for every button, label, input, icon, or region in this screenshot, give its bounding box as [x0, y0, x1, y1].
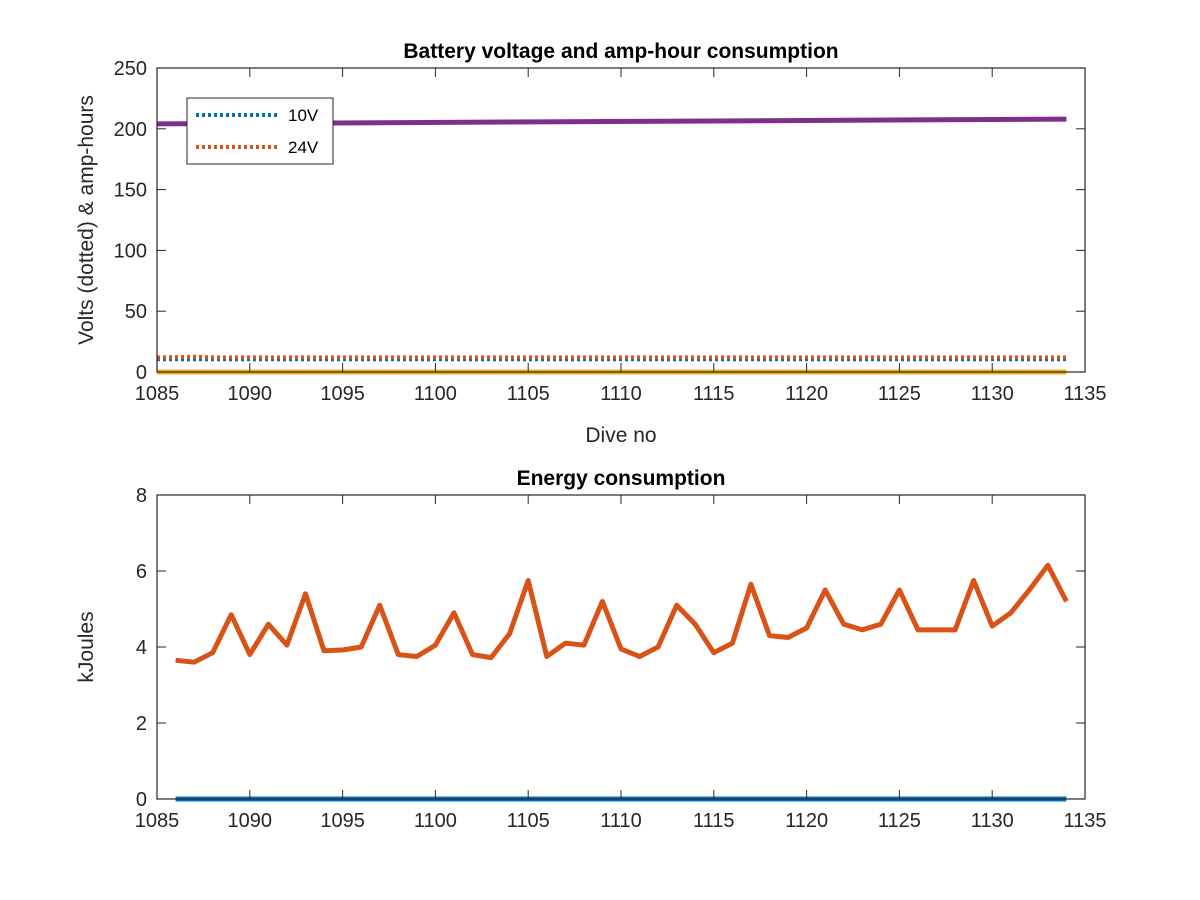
battery-xtick-label: 1115 — [693, 383, 735, 405]
energy-series-line-0 — [175, 562, 1069, 665]
battery-xtick-label: 1105 — [507, 383, 550, 405]
battery-plot-xlabel: Dive no — [585, 424, 656, 447]
battery-plot-legend: 10V 24V — [186, 97, 334, 165]
battery-xtick-label: 1120 — [785, 383, 828, 405]
legend-label-10v: 10V — [288, 106, 319, 125]
battery-ytick-label: 250 — [114, 58, 147, 80]
energy-xtick-label: 1130 — [971, 810, 1014, 832]
energy-xtick-label: 1135 — [1063, 810, 1106, 832]
battery-xtick-label: 1130 — [971, 383, 1014, 405]
battery-series-line-1 — [156, 354, 1067, 360]
battery-ytick-label: 150 — [114, 180, 147, 202]
energy-ytick-label: 2 — [136, 713, 147, 735]
energy-xtick-label: 1100 — [414, 810, 457, 832]
battery-xtick-label: 1100 — [414, 383, 457, 405]
legend-label-24v: 24V — [288, 138, 319, 157]
energy-plot-title: Energy consumption — [517, 467, 726, 490]
energy-xtick-label: 1110 — [600, 810, 642, 832]
battery-xtick-label: 1090 — [228, 383, 273, 405]
energy-xtick-label: 1120 — [785, 810, 828, 832]
energy-plot-ticks: 1085 1090 1095 1100 1105 1110 1115 1120 1125 1130… — [135, 485, 1107, 832]
energy-xtick-label: 1090 — [228, 810, 273, 832]
energy-ytick-label: 8 — [136, 485, 147, 507]
energy-plot: 1085 1090 1095 1100 1105 1110 1115 1120 1125 1130… — [75, 467, 1107, 832]
battery-ytick-label: 100 — [114, 240, 147, 262]
battery-plot: 1085 1090 1095 1100 1105 1110 1115 1120 1125 1130… — [75, 40, 1107, 447]
legend-box — [186, 97, 334, 165]
battery-plot-ylabel: Volts (dotted) & amp-hours — [75, 95, 98, 345]
battery-xtick-label: 1110 — [600, 383, 642, 405]
energy-ytick-label: 4 — [136, 637, 147, 659]
battery-ytick-label: 200 — [114, 119, 147, 141]
energy-xtick-label: 1085 — [135, 810, 180, 832]
battery-plot-ticks: 1085 1090 1095 1100 1105 1110 1115 1120 1125 1130… — [114, 58, 1107, 405]
battery-xtick-label: 1125 — [878, 383, 921, 405]
energy-plot-ylabel: kJoules — [75, 611, 98, 682]
energy-xtick-label: 1095 — [320, 810, 365, 832]
energy-ytick-label: 0 — [136, 789, 147, 811]
battery-ytick-label: 0 — [136, 362, 147, 384]
battery-ytick-label: 50 — [125, 301, 147, 323]
energy-xtick-label: 1125 — [878, 810, 921, 832]
battery-plot-title: Battery voltage and amp-hour consumption — [403, 40, 838, 63]
energy-xtick-label: 1105 — [507, 810, 550, 832]
battery-xtick-label: 1135 — [1063, 383, 1106, 405]
energy-xtick-label: 1115 — [693, 810, 735, 832]
battery-xtick-label: 1085 — [135, 383, 180, 405]
energy-ytick-label: 6 — [136, 561, 147, 583]
battery-xtick-label: 1095 — [320, 383, 365, 405]
